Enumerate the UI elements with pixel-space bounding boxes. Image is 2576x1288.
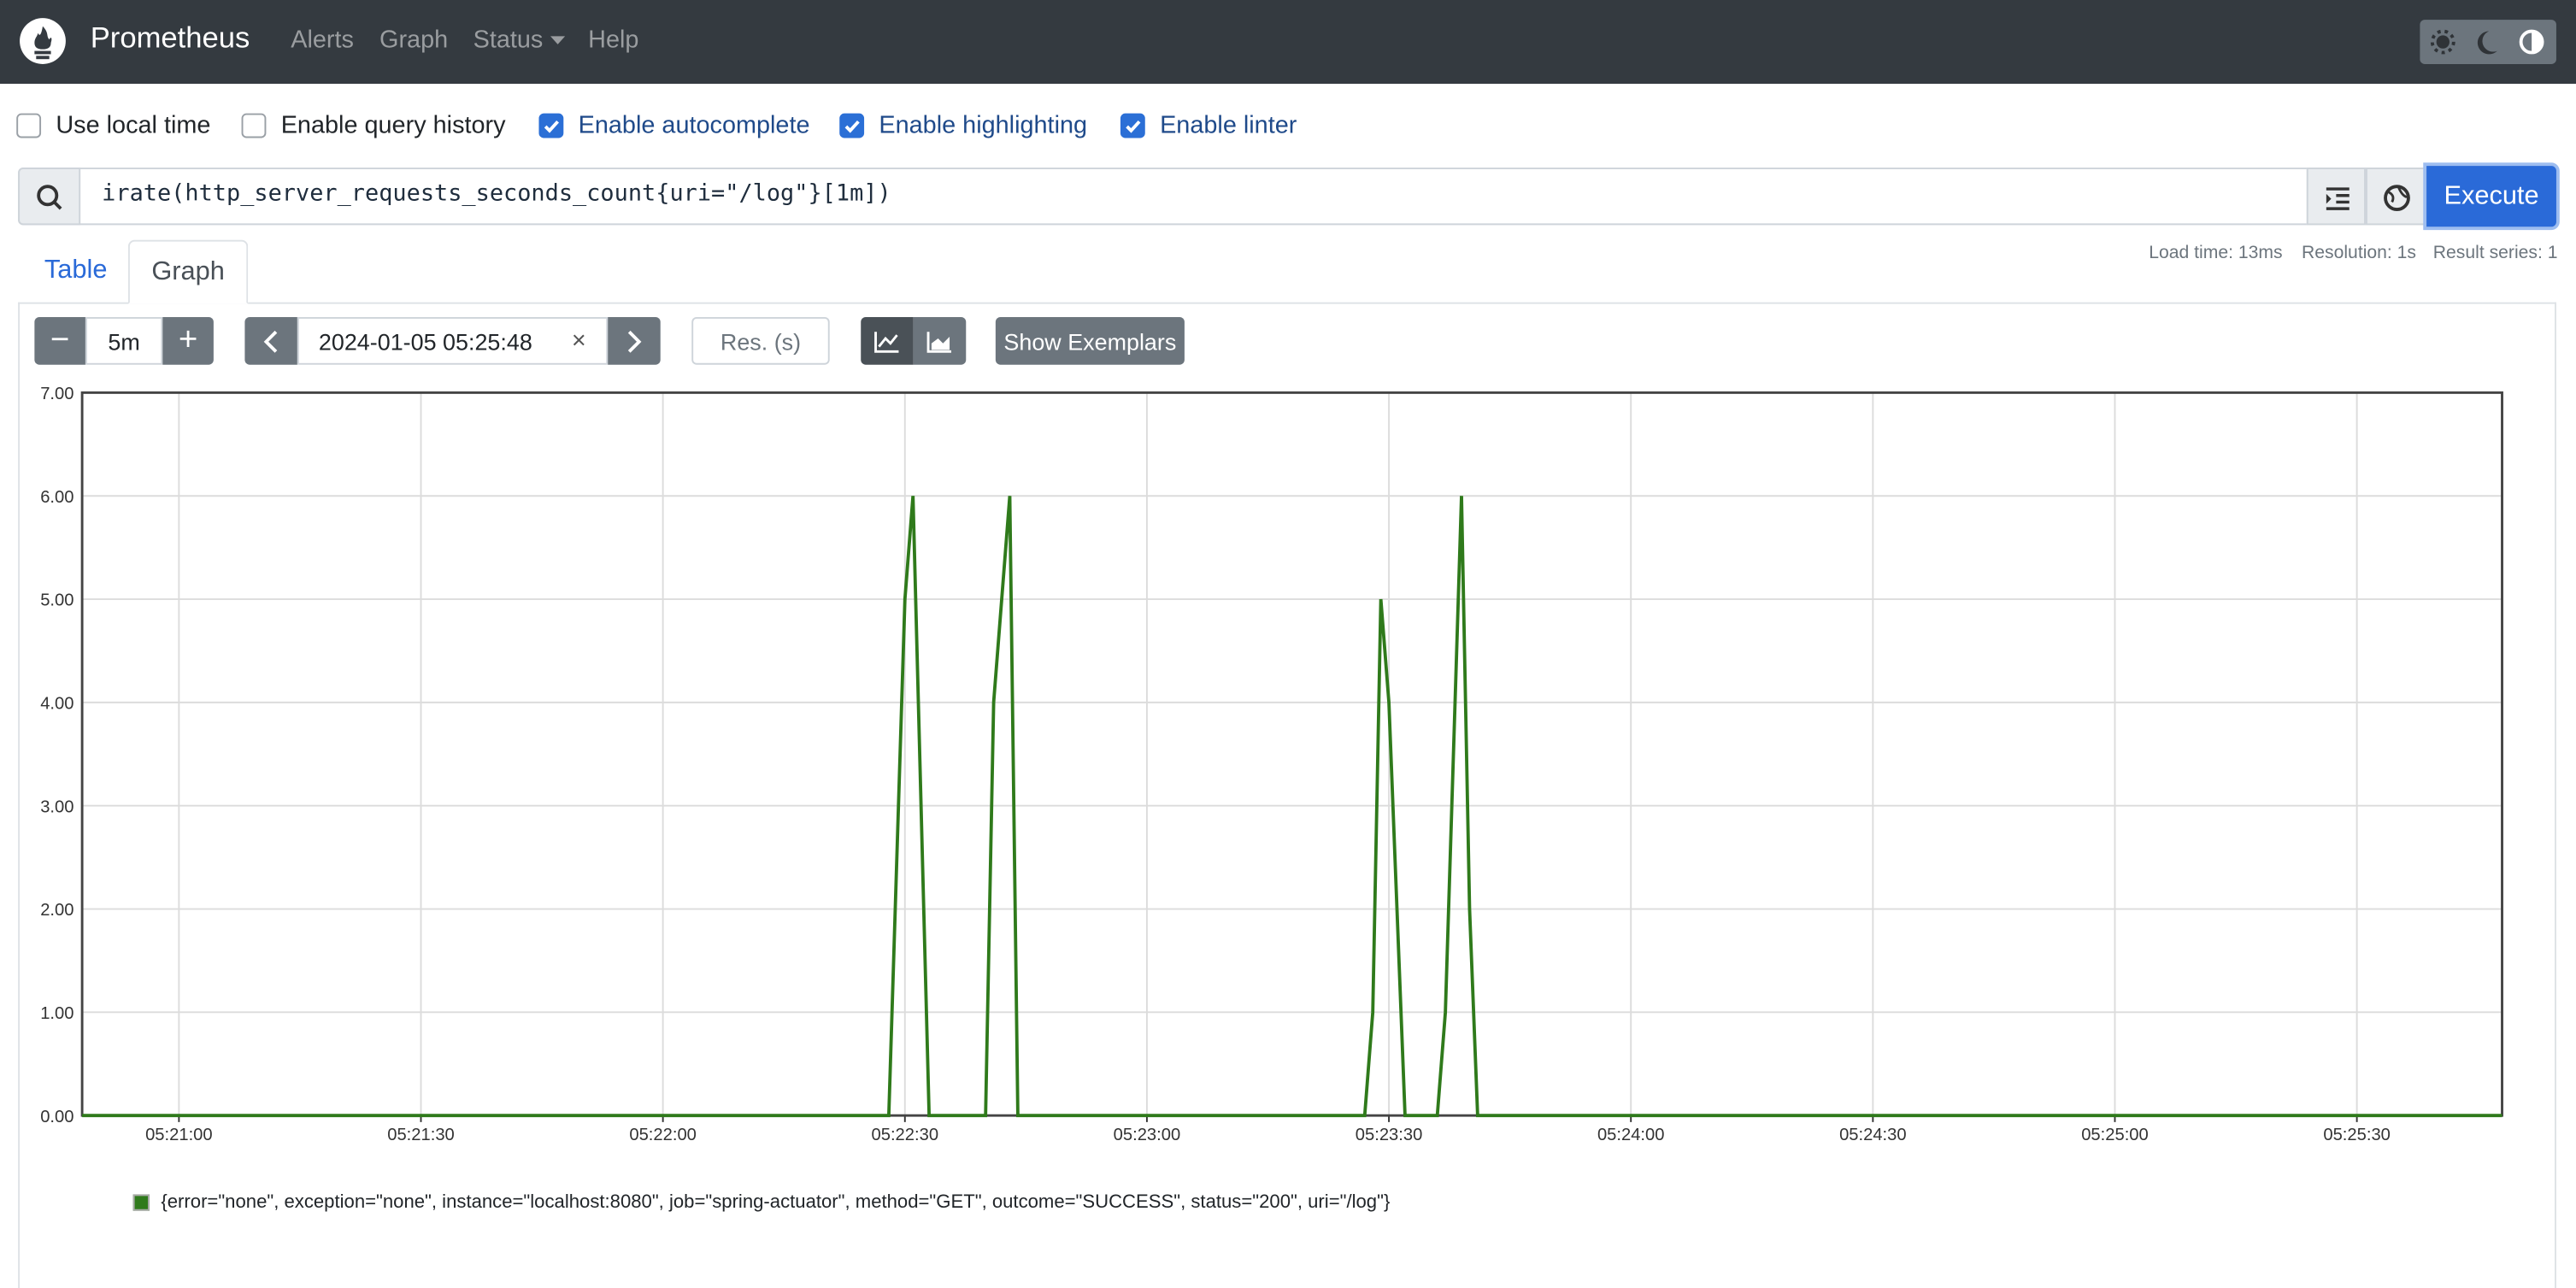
graph-panel [18, 302, 2556, 1288]
tab[interactable]: Table [44, 256, 108, 285]
tab-active[interactable]: Graph [127, 239, 249, 304]
y-tick-label: 3.00 [40, 797, 74, 816]
nav-link[interactable]: Help [588, 26, 639, 55]
caret [550, 36, 566, 44]
metrics-explorer-button[interactable] [2365, 168, 2427, 226]
option-label[interactable]: Enable autocomplete [578, 110, 810, 139]
legend: {error="none", exception="none", instanc… [132, 1192, 1391, 1213]
option[interactable]: Enable highlighting [839, 109, 1087, 141]
theme-toggle[interactable] [2420, 20, 2556, 64]
y-tick-label: 0.00 [40, 1108, 74, 1126]
y-tick-label: 5.00 [40, 591, 74, 610]
legend-entry[interactable]: {error="none", exception="none", instanc… [161, 1192, 1391, 1213]
x-tick-label: 05:22:00 [629, 1126, 697, 1144]
range-decrease[interactable]: − [34, 316, 85, 365]
format-button[interactable] [2306, 168, 2366, 226]
x-tick-label: 05:24:00 [1597, 1126, 1665, 1144]
option-label[interactable]: Use local time [56, 110, 211, 139]
checkbox[interactable] [241, 112, 267, 138]
option-label[interactable]: Enable linter [1160, 110, 1297, 139]
end-time-input[interactable]: 2024-01-05 05:25:48 [297, 316, 609, 365]
clear-time[interactable]: × [571, 326, 586, 356]
option-label[interactable]: Enable highlighting [879, 110, 1088, 139]
nav-link[interactable]: Graph [379, 26, 449, 55]
option[interactable]: Enable query history [241, 109, 506, 141]
navbar: Prometheus Alerts Graph Status Help [0, 0, 2576, 85]
y-tick-label: 1.00 [40, 1004, 74, 1023]
line-chart-button[interactable] [861, 316, 914, 365]
y-tick-label: 6.00 [40, 488, 74, 507]
nav-link[interactable]: Status [473, 26, 544, 55]
y-tick-label: 4.00 [40, 695, 74, 714]
theme-icons [2430, 29, 2544, 55]
time-back[interactable] [244, 316, 297, 365]
plot-area [82, 392, 2502, 1116]
x-tick-label: 05:23:00 [1114, 1126, 1181, 1144]
legend-swatch [132, 1194, 150, 1211]
checkbox[interactable] [1120, 112, 1145, 138]
x-tick-label: 05:23:30 [1356, 1126, 1423, 1144]
option[interactable]: Enable linter [1120, 109, 1297, 141]
exemplars-button[interactable]: Show Exemplars [995, 316, 1185, 365]
series-line [82, 496, 2502, 1118]
x-tick-label: 05:21:00 [145, 1126, 213, 1144]
logo[interactable] [18, 16, 68, 66]
search-icon [18, 168, 81, 226]
option[interactable]: Enable autocomplete [538, 109, 810, 141]
nav-link[interactable]: Alerts [291, 26, 354, 55]
stat: Load time: 13ms [2149, 243, 2283, 263]
time-forward[interactable] [608, 316, 661, 365]
chart: 0.00 1.00 2.00 3.00 4.00 5.00 6.00 7.00 05:21:00… [40, 385, 2503, 1144]
stacked-chart-button[interactable] [913, 316, 967, 365]
range-increase[interactable]: + [162, 316, 214, 365]
y-tick-label: 7.00 [40, 385, 74, 403]
resolution-input[interactable]: Res. (s) [691, 316, 830, 365]
x-tick-label: 05:21:30 [387, 1126, 455, 1144]
x-tick-label: 05:22:30 [872, 1126, 939, 1144]
x-tick-label: 05:24:30 [1839, 1126, 1907, 1144]
checkbox[interactable] [839, 112, 865, 138]
query-input[interactable]: irate(http_server_requests_seconds_count… [102, 180, 891, 208]
checkbox[interactable] [538, 112, 564, 138]
range-input[interactable]: 5m [85, 316, 163, 365]
x-tick-label: 05:25:30 [2323, 1126, 2391, 1144]
stat: Resolution: 1s [2302, 243, 2417, 263]
x-tick-label: 05:25:00 [2081, 1126, 2149, 1144]
option[interactable]: Use local time [16, 109, 210, 141]
option-label[interactable]: Enable query history [280, 110, 506, 139]
stat: Result series: 1 [2432, 243, 2558, 263]
y-tick-label: 2.00 [40, 901, 74, 920]
brand[interactable]: Prometheus [90, 21, 250, 55]
execute-button[interactable]: Execute [2426, 166, 2556, 227]
checkbox[interactable] [16, 112, 42, 138]
